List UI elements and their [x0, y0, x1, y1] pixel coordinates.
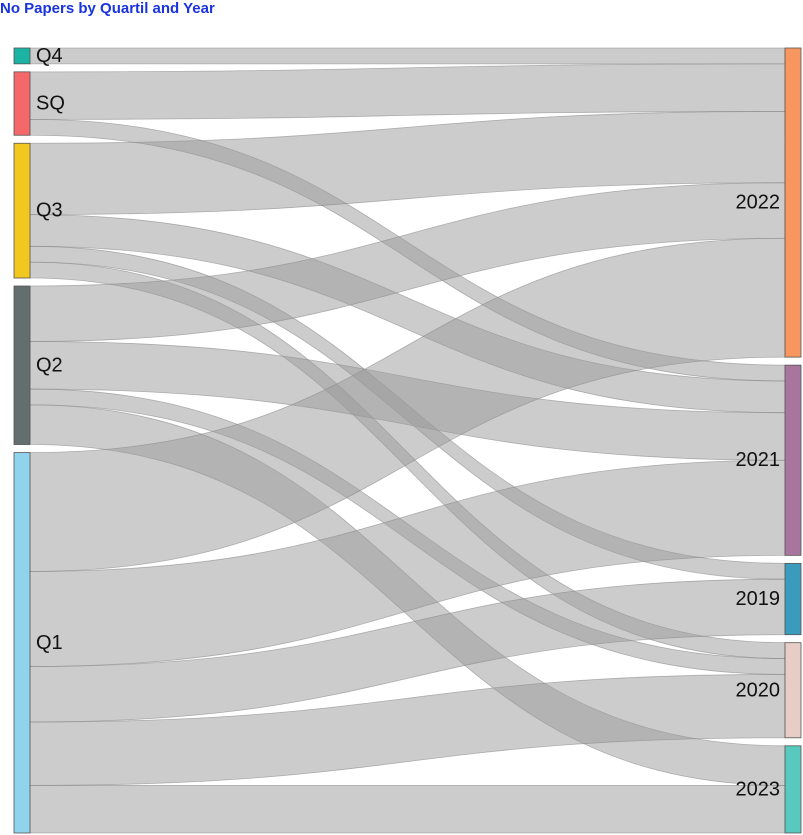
node-2020[interactable] — [784, 642, 802, 739]
node-q1[interactable] — [13, 452, 31, 834]
node-2021[interactable] — [784, 364, 802, 556]
node-label-2020: 2020 — [736, 679, 781, 701]
link-q4-2022[interactable] — [29, 47, 786, 65]
node-2019[interactable] — [784, 562, 802, 636]
node-label-2021: 2021 — [736, 449, 781, 471]
node-label-sq: SQ — [36, 93, 65, 115]
node-2022[interactable] — [784, 47, 802, 358]
node-q2[interactable] — [13, 285, 31, 445]
node-label-q2: Q2 — [36, 354, 63, 376]
chart-title: No Papers by Quartil and Year — [0, 0, 215, 17]
node-label-q1: Q1 — [36, 632, 63, 654]
node-q4[interactable] — [13, 47, 31, 65]
node-label-q3: Q3 — [36, 200, 63, 222]
node-label-q4: Q4 — [36, 45, 63, 67]
node-label-2022: 2022 — [736, 192, 781, 214]
node-q3[interactable] — [13, 142, 31, 279]
node-2023[interactable] — [784, 745, 802, 834]
link-sq-2022[interactable] — [29, 63, 786, 120]
node-label-2019: 2019 — [736, 588, 781, 610]
node-label-2023: 2023 — [736, 778, 781, 800]
link-q1-2023[interactable] — [29, 785, 786, 834]
node-sq[interactable] — [13, 71, 31, 136]
